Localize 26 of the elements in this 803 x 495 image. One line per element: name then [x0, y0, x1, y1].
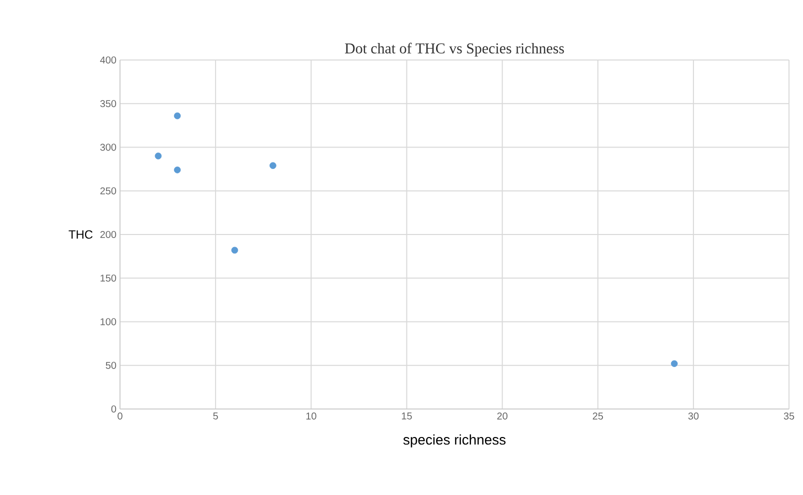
point	[174, 112, 181, 120]
x-axis-title: species richness	[403, 434, 506, 448]
y-tick-label: 150	[100, 274, 116, 282]
x-tick-label: 30	[688, 412, 699, 420]
x-tick-label: 0	[118, 412, 122, 420]
y-tick-label: 100	[100, 318, 116, 326]
x-tick-label: 5	[213, 412, 218, 420]
x-tick-label: 15	[402, 412, 412, 420]
y-tick-label: 0	[111, 405, 116, 413]
x-tick-label: 25	[592, 412, 603, 420]
x-tick-label: 10	[306, 412, 316, 420]
point	[174, 166, 181, 174]
point	[231, 246, 238, 254]
x-tick-label: 35	[784, 412, 794, 420]
y-tick-label: 400	[100, 56, 116, 64]
point	[670, 360, 678, 368]
point	[270, 162, 276, 169]
x-tick-label: 20	[497, 412, 508, 420]
point	[154, 152, 162, 160]
y-tick-label: 300	[100, 144, 116, 151]
y-tick-label: 200	[100, 230, 116, 238]
y-axis-title: THC	[68, 230, 93, 239]
y-tick-label: 350	[100, 100, 116, 108]
chart-title: Dot chat of THC vs Species richness	[344, 42, 564, 57]
y-tick-label: 250	[100, 187, 116, 194]
y-tick-label: 50	[106, 362, 116, 369]
